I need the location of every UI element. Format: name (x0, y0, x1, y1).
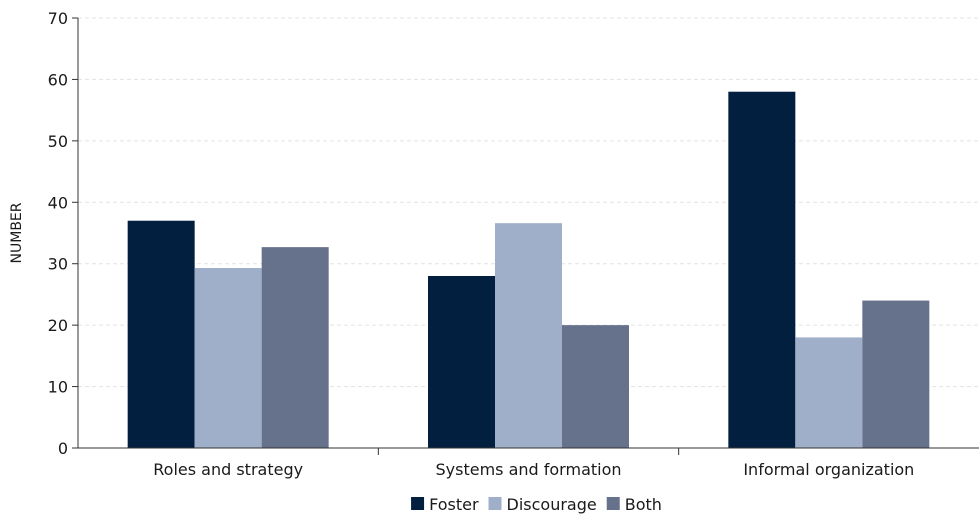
y-tick-label: 60 (48, 70, 68, 89)
x-tick-label: Systems and formation (435, 460, 621, 479)
bar-discourage (194, 268, 262, 448)
y-tick-label: 10 (48, 378, 68, 397)
legend-label: Discourage (507, 495, 597, 514)
bar-both (862, 300, 930, 448)
x-axis-ticks: Roles and strategy Systems and formation I… (153, 448, 914, 479)
bar-discourage (495, 223, 562, 448)
x-tick-label: Roles and strategy (153, 460, 303, 479)
y-axis-ticks: 0 10 20 30 40 50 60 70 (48, 9, 78, 458)
bar-both (261, 247, 329, 448)
x-tick-label: Informal organization (743, 460, 914, 479)
legend-swatch (488, 497, 502, 510)
bar-foster (728, 91, 796, 448)
bar-foster (127, 220, 195, 448)
legend-label: Foster (429, 495, 479, 514)
legend: Foster Discourage Both (411, 495, 662, 514)
bar-both (562, 325, 629, 448)
bar-foster (428, 276, 495, 448)
legend-swatch (411, 497, 425, 510)
legend-item-discourage: Discourage (488, 495, 597, 514)
y-tick-label: 30 (48, 255, 68, 274)
legend-label: Both (625, 495, 662, 514)
y-tick-label: 70 (48, 9, 68, 28)
legend-item-foster: Foster (411, 495, 479, 514)
y-tick-label: 50 (48, 132, 68, 151)
legend-item-both: Both (606, 495, 662, 514)
axes (77, 18, 979, 449)
y-tick-label: 0 (58, 439, 68, 458)
y-tick-label: 40 (48, 193, 68, 212)
bar-discourage (795, 337, 863, 448)
legend-swatch (606, 497, 620, 510)
y-axis-title: NUMBER (9, 202, 25, 263)
bars (127, 91, 930, 448)
y-tick-label: 20 (48, 316, 68, 335)
